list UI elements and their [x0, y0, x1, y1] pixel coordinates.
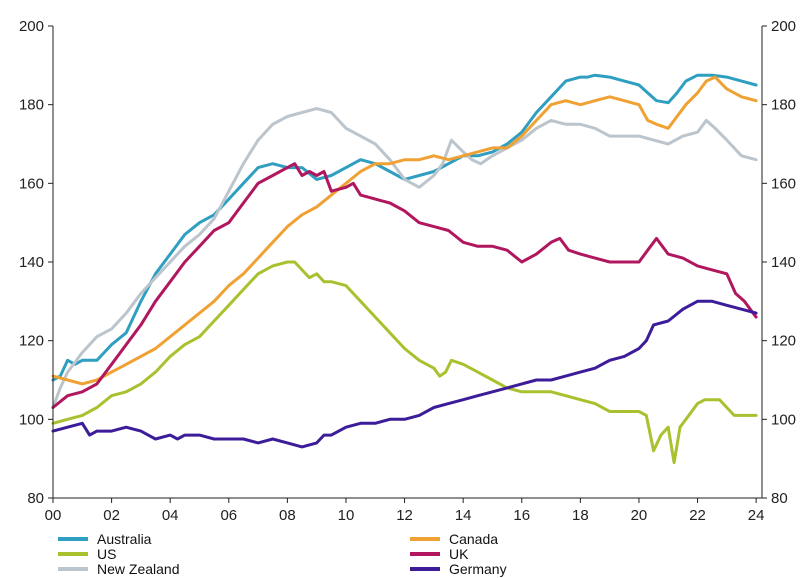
- x-tick-label-2012: 12: [396, 507, 413, 524]
- legend-item-australia: Australia: [58, 531, 151, 547]
- series-line-canada: [51, 75, 758, 386]
- legend-label-uk: UK: [449, 546, 469, 562]
- x-tick-label-2020: 20: [631, 507, 648, 524]
- x-tick-label-2000: 00: [45, 507, 62, 524]
- legend-item-us: US: [58, 546, 116, 562]
- x-tick-label-2006: 06: [220, 507, 237, 524]
- x-tick-label-2018: 18: [572, 507, 589, 524]
- legend-swatch-new-zealand: [58, 567, 88, 571]
- y-tick-label-left-100: 100: [19, 411, 44, 428]
- y-tick-label-right-80: 80: [771, 490, 788, 507]
- legend-swatch-uk: [410, 552, 440, 556]
- legend-item-germany: Germany: [410, 561, 507, 577]
- x-tick-label-2024: 24: [748, 507, 765, 524]
- series-layer: [51, 73, 758, 465]
- legend-swatch-us: [58, 552, 88, 556]
- series-line-new-zealand: [51, 107, 758, 409]
- y-tick-label-left-160: 160: [19, 175, 44, 192]
- legend-label-us: US: [97, 546, 117, 562]
- legend-label-germany: Germany: [449, 561, 507, 577]
- series-line-us: [51, 260, 758, 465]
- x-tick-label-2014: 14: [455, 507, 472, 524]
- y-tick-label-left-120: 120: [19, 333, 44, 350]
- y-tick-label-right-160: 160: [771, 175, 796, 192]
- legend-label-new-zealand: New Zealand: [97, 561, 180, 577]
- legend: Australia US New Zealand Canada UK Germa…: [0, 527, 800, 578]
- legend-item-canada: Canada: [410, 531, 498, 547]
- legend-item-uk: UK: [410, 546, 468, 562]
- y-tick-label-right-100: 100: [771, 411, 796, 428]
- legend-swatch-germany: [410, 567, 440, 571]
- x-tick-label-2004: 04: [162, 507, 179, 524]
- legend-swatch-canada: [410, 537, 440, 541]
- y-tick-label-left-80: 80: [27, 490, 44, 507]
- legend-item-new-zealand: New Zealand: [58, 561, 180, 577]
- x-tick-label-2002: 02: [103, 507, 120, 524]
- legend-label-canada: Canada: [449, 531, 499, 547]
- x-tick-label-2010: 10: [338, 507, 355, 524]
- y-tick-label-left-200: 200: [19, 18, 44, 35]
- y-tick-label-left-180: 180: [19, 97, 44, 114]
- legend-label-australia: Australia: [97, 531, 152, 547]
- y-tick-label-right-140: 140: [771, 254, 796, 271]
- legend-swatch-australia: [58, 537, 88, 541]
- x-tick-label-2008: 08: [279, 507, 296, 524]
- y-tick-label-right-120: 120: [771, 333, 796, 350]
- x-tick-label-2016: 16: [513, 507, 530, 524]
- x-tick-label-2022: 22: [689, 507, 706, 524]
- series-line-germany: [51, 299, 758, 449]
- y-tick-label-right-200: 200: [771, 18, 796, 35]
- y-tick-label-right-180: 180: [771, 97, 796, 114]
- series-line-uk: [51, 162, 758, 409]
- y-tick-label-left-140: 140: [19, 254, 44, 271]
